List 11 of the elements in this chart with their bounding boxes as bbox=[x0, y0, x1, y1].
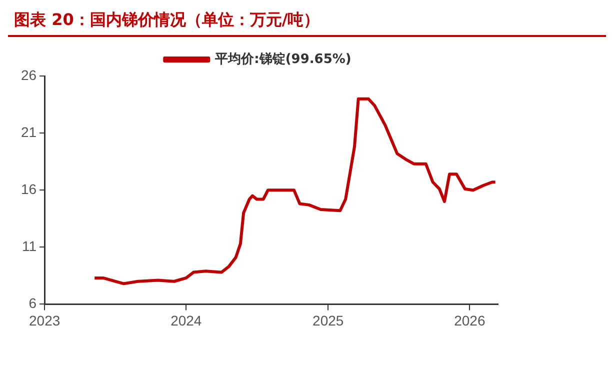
x-tick-label: 2025 bbox=[312, 312, 344, 328]
y-tick-label: 11 bbox=[22, 238, 37, 254]
y-tick-label: 21 bbox=[20, 124, 37, 140]
x-tick-label: 2024 bbox=[170, 312, 202, 328]
y-tick-label: 16 bbox=[20, 180, 37, 197]
x-tick-label: 2026 bbox=[454, 312, 486, 328]
legend-label: 平均价:锑锭(99.65%) bbox=[214, 50, 352, 67]
x-tick-label: 2023 bbox=[28, 312, 60, 328]
y-tick-label: 6 bbox=[28, 295, 37, 312]
y-tick-label: 26 bbox=[20, 66, 37, 83]
chart-title: 图表 20：国内锑价情况（单位：万元/吨） bbox=[8, 8, 606, 37]
